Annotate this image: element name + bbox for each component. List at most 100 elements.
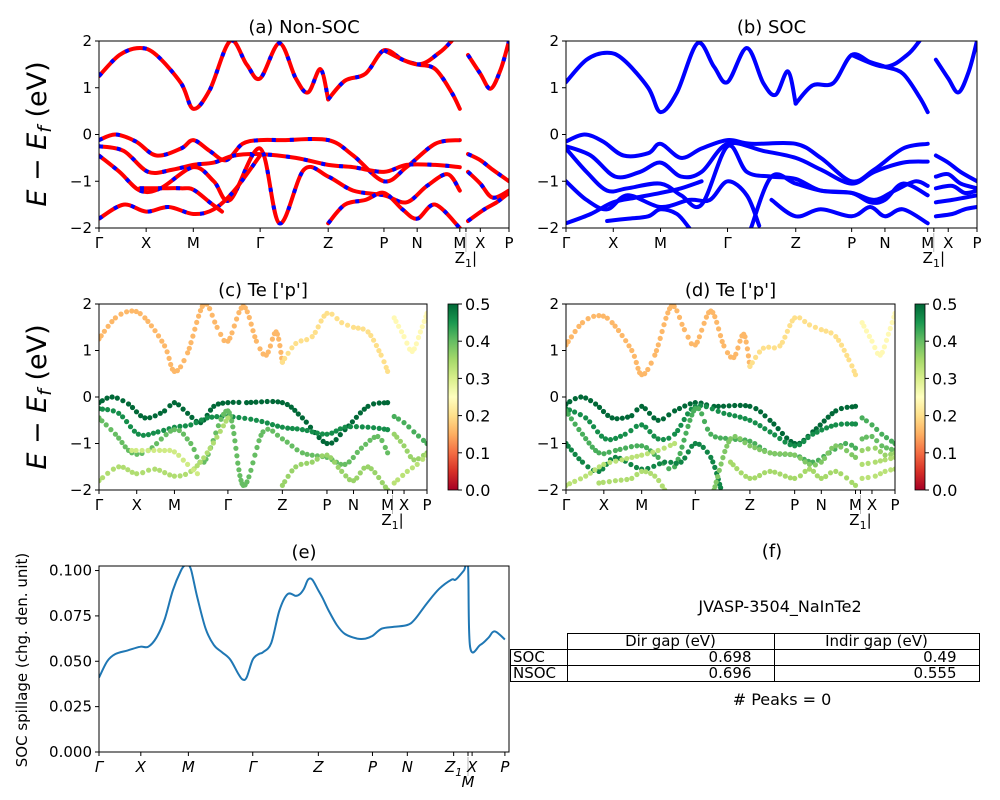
band-point (391, 480, 397, 486)
band-point (869, 422, 875, 428)
band-point (613, 458, 619, 464)
band-point (872, 445, 878, 451)
band-point (184, 436, 190, 442)
colorbar-tick-label: 0.3 (465, 369, 490, 388)
band-point (818, 475, 824, 481)
band-point (722, 435, 729, 441)
band-point (708, 454, 714, 460)
band-point (678, 459, 684, 465)
xtick-label: M (168, 496, 181, 514)
band-point (797, 473, 804, 479)
band-point (685, 411, 691, 417)
band-point (600, 408, 607, 415)
xtick-label: X (135, 758, 147, 776)
band-point (726, 412, 733, 418)
band-point (151, 447, 157, 453)
band-point (667, 442, 673, 448)
band-point (672, 431, 678, 437)
band-point (129, 447, 135, 454)
band-point (253, 399, 259, 405)
band-point (593, 401, 599, 407)
band-point (772, 450, 778, 457)
band-point (607, 459, 613, 465)
band-point (704, 449, 710, 455)
xtick-label: Γ (95, 496, 104, 514)
band-point (612, 478, 619, 484)
band-point (99, 418, 105, 424)
band-point (319, 453, 325, 459)
band-point (689, 443, 695, 449)
band-point (420, 456, 426, 462)
band-point (639, 422, 645, 428)
band-point (404, 340, 410, 346)
band-point (822, 455, 828, 461)
band-point (782, 334, 788, 340)
band-point (613, 435, 619, 441)
band-point (379, 480, 385, 486)
band-point (623, 338, 629, 344)
band-point (688, 341, 695, 347)
band-dash-vb7 (467, 152, 509, 183)
xtick-label: Γ (249, 758, 259, 776)
band-point (382, 444, 388, 451)
band-point (333, 437, 339, 443)
band-point (353, 414, 359, 420)
band-point (354, 449, 360, 455)
xtick-label: N (348, 496, 359, 514)
band-point (838, 421, 845, 427)
band-point (152, 328, 158, 334)
band-point (361, 406, 367, 412)
band-point (186, 345, 192, 351)
band-point (337, 426, 343, 432)
xtick-label: M (635, 496, 648, 514)
band-point (726, 403, 732, 409)
band-point (752, 445, 758, 451)
band-point (167, 472, 173, 478)
band-point (672, 408, 678, 414)
band-point (655, 342, 661, 348)
plot-area-b (566, 41, 977, 228)
band-point (252, 334, 258, 340)
band-point (833, 334, 839, 340)
band-point (892, 466, 895, 472)
band-line-vb13 (933, 205, 977, 219)
band-point (879, 431, 885, 437)
band-point (849, 479, 855, 485)
band-point (806, 322, 813, 328)
band-point (872, 473, 878, 479)
band-point (679, 321, 685, 327)
band-point (614, 416, 620, 422)
band-point (196, 313, 202, 319)
band-line-cb1 (566, 41, 798, 115)
band-point (381, 359, 387, 365)
band-point (639, 452, 645, 458)
band-point (828, 330, 834, 336)
band-point (605, 412, 611, 418)
band-point (567, 399, 573, 405)
band-point (662, 487, 668, 490)
band-point (152, 413, 158, 419)
band-point (747, 475, 753, 481)
spillage-line (99, 566, 506, 681)
band-point (713, 479, 719, 485)
band-point (180, 457, 186, 463)
band-point (643, 445, 650, 451)
band-point (309, 459, 315, 465)
band-point (596, 404, 603, 410)
band-point (270, 428, 276, 434)
band-point (112, 315, 118, 321)
band-point (666, 466, 672, 472)
band-point (668, 459, 674, 465)
band-point (823, 473, 829, 480)
band-point (665, 310, 671, 316)
band-point (662, 459, 668, 465)
band-point (652, 352, 658, 358)
band-point (289, 468, 295, 474)
band-point (292, 407, 298, 413)
band-point (888, 467, 894, 473)
band-point (194, 454, 200, 460)
band-point (174, 368, 180, 374)
band-point (802, 468, 808, 474)
band-point (279, 400, 285, 406)
band-point (378, 352, 384, 358)
